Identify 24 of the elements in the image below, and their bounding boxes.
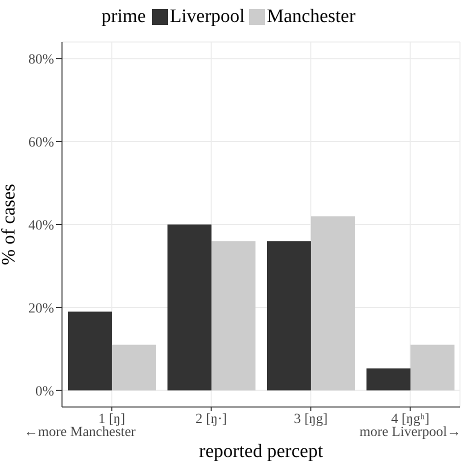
- bar: [112, 344, 156, 390]
- x-tick-label: 4 [ŋgʰ]: [391, 412, 430, 427]
- bar: [410, 344, 454, 390]
- y-tick-label: 60%: [28, 136, 54, 151]
- x-tick-label: 3 [ŋg]: [294, 412, 328, 427]
- x-tick-label: 2 [ŋ·]: [196, 412, 227, 427]
- bar: [211, 241, 256, 390]
- legend-title: prime: [102, 6, 146, 28]
- bar: [366, 368, 410, 390]
- legend-label: Manchester: [266, 6, 356, 28]
- text: more Liverpool→: [360, 425, 461, 441]
- x-axis-title: reported percept: [199, 441, 324, 461]
- y-tick-label: 0%: [35, 384, 54, 400]
- bar: [167, 224, 212, 390]
- y-tick-label: 20%: [28, 301, 54, 316]
- bar: [266, 241, 311, 390]
- bar: [68, 312, 112, 390]
- x-tick-label: 1 [ŋ]: [98, 412, 126, 427]
- y-tick-label: 40%: [28, 218, 54, 234]
- y-axis-title: % of cases: [0, 184, 20, 266]
- bar: [310, 216, 355, 390]
- y-tick-label: 80%: [28, 52, 54, 68]
- text: ←more Manchester: [24, 425, 136, 441]
- legend-label: Liverpool: [168, 6, 245, 28]
